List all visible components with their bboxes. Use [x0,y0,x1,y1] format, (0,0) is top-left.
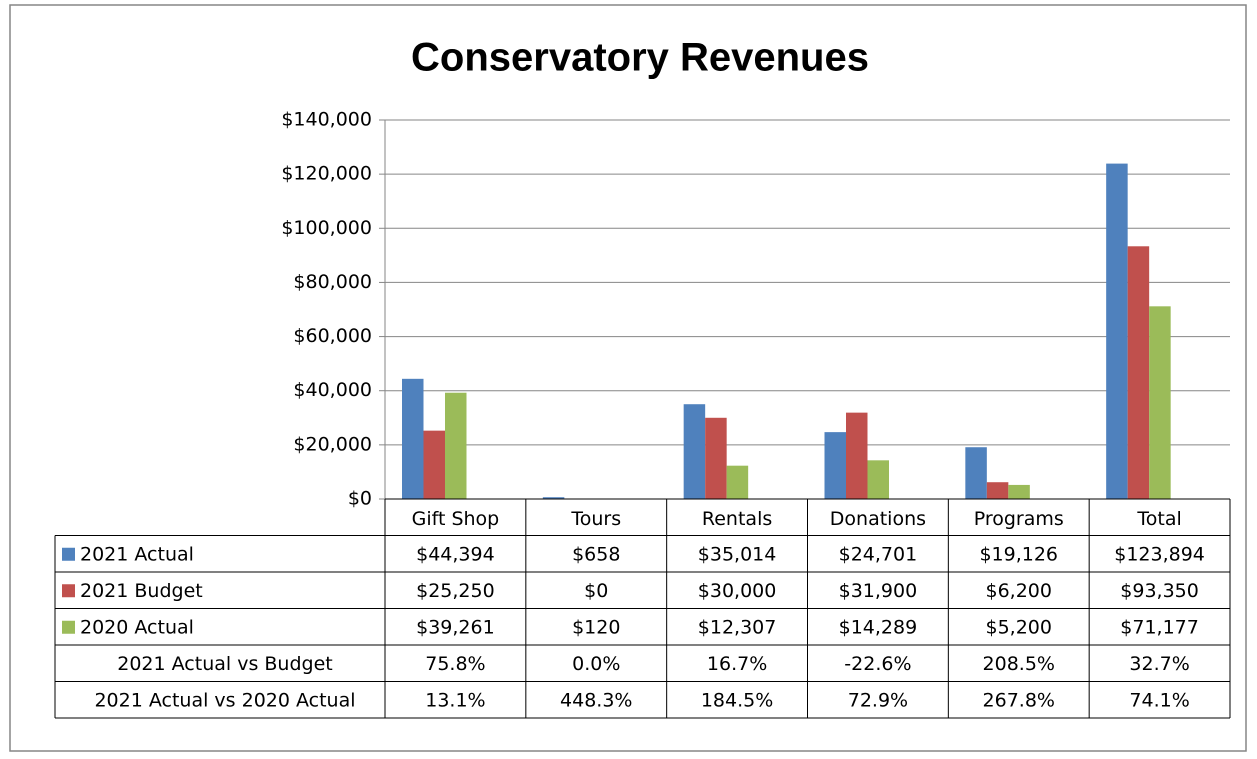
bar [445,393,467,499]
legend-label: 2020 Actual [80,616,194,638]
y-tick-label: $40,000 [293,379,372,401]
bar [825,432,847,499]
table-cell: $0 [584,580,608,602]
bar [1106,164,1128,499]
bar [684,404,706,499]
row-label: 2021 Actual vs Budget [117,653,332,675]
y-tick-label: $0 [348,488,372,510]
legend-label: 2021 Actual [80,543,194,565]
table-cell: $93,350 [1120,580,1199,602]
table-cell: $14,289 [839,616,918,638]
bar [727,466,749,499]
table-cell: $35,014 [698,543,777,565]
table-cell: $19,126 [979,543,1058,565]
table-cell: 16.7% [707,653,767,675]
table-cell: $71,177 [1120,616,1199,638]
bar [987,482,1009,499]
table-cell: 208.5% [983,653,1055,675]
legend-swatch [62,621,75,634]
bar [705,418,727,499]
y-tick-label: $20,000 [293,433,372,455]
bar [868,460,890,499]
table-cell: 72.9% [848,689,908,711]
y-tick-label: $120,000 [281,163,372,185]
bar [846,413,868,499]
table-cell: 13.1% [425,689,485,711]
table-cell: 74.1% [1129,689,1189,711]
table-cell: $12,307 [698,616,777,638]
chart-title: Conservatory Revenues [411,36,869,80]
legend-swatch [62,548,75,561]
table-cell: $25,250 [416,580,495,602]
bar [402,379,424,499]
table-cell: $39,261 [416,616,495,638]
table-cell: $5,200 [986,616,1052,638]
x-tick-label: Gift Shop [412,508,500,530]
x-tick-label: Total [1136,508,1181,530]
table-cell: 184.5% [701,689,773,711]
table-cell: 267.8% [983,689,1055,711]
x-tick-label: Tours [570,508,621,530]
legend-swatch [62,584,75,597]
x-tick-label: Programs [974,508,1064,530]
table-cell: 0.0% [572,653,620,675]
legend-label: 2021 Budget [80,580,203,602]
table-cell: 32.7% [1129,653,1189,675]
bar [965,447,987,499]
x-tick-label: Rentals [702,508,772,530]
table-cell: $24,701 [839,543,918,565]
chart-border [10,5,1246,751]
bar [424,431,446,499]
table-cell: $658 [572,543,620,565]
table-cell: $31,900 [839,580,918,602]
row-label: 2021 Actual vs 2020 Actual [94,689,355,711]
table-cell: 75.8% [425,653,485,675]
x-tick-label: Donations [830,508,926,530]
table-cell: $123,894 [1114,543,1205,565]
table-cell: 448.3% [560,689,632,711]
table-cell: $120 [572,616,620,638]
bar [1128,246,1150,499]
table-cell: $30,000 [698,580,777,602]
y-tick-label: $60,000 [293,325,372,347]
table-cell: $44,394 [416,543,495,565]
bar [1149,306,1171,499]
table-cell: -22.6% [844,653,911,675]
y-tick-label: $80,000 [293,271,372,293]
bar [1008,485,1029,499]
table-cell: $6,200 [986,580,1052,602]
y-tick-label: $100,000 [281,217,372,239]
y-tick-label: $140,000 [281,109,372,131]
